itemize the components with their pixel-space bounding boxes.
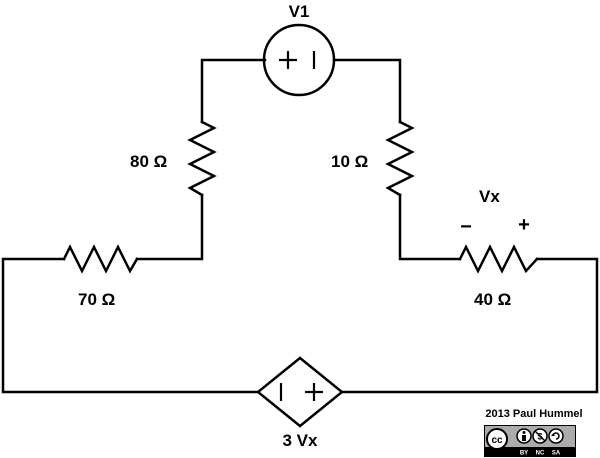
- wire-left-mid: [135, 193, 204, 261]
- by-text: BY: [520, 451, 528, 457]
- sa-icon: [548, 428, 564, 444]
- polarity-minus: −: [460, 216, 472, 238]
- plus-symbol: [305, 383, 323, 401]
- resistor-70-ohm: [62, 244, 139, 274]
- sa-text: SA: [552, 451, 561, 457]
- wire-right-loop: [340, 257, 599, 394]
- resistor-10-ohm: [385, 120, 415, 197]
- dependent-source-label: 3 Vx: [283, 431, 319, 450]
- cc-icon: cc: [486, 428, 508, 450]
- wire-left-loop: [1, 257, 260, 394]
- dependent-source-diamond: [256, 356, 344, 428]
- svg-text:cc: cc: [491, 435, 503, 446]
- voltage-source-circle: [262, 23, 336, 97]
- voltage-label-vx: Vx: [479, 187, 500, 206]
- resistor-label-80: 80 Ω: [130, 152, 167, 171]
- badge-bottom-strip: [485, 447, 575, 456]
- source-label-v1: V1: [289, 2, 310, 21]
- polarity-plus: +: [518, 214, 530, 236]
- voltage-source-v1: [262, 23, 336, 97]
- cc-license-badge[interactable]: cc $ BY NC SA: [484, 425, 576, 457]
- resistor-80-ohm: [187, 120, 217, 197]
- resistor-label-40: 40 Ω: [474, 290, 511, 309]
- wire-top-right: [332, 58, 402, 124]
- resistor-40-ohm: [458, 244, 539, 274]
- resistor-label-70: 70 Ω: [78, 290, 115, 309]
- nc-icon: $: [532, 428, 548, 444]
- credit-text: 2013 Paul Hummel: [485, 408, 583, 420]
- resistor-label-10: 10 Ω: [331, 152, 368, 171]
- plus-symbol: [279, 51, 297, 69]
- by-icon: [516, 428, 532, 444]
- dependent-voltage-source: [256, 356, 344, 428]
- wire-top-left: [200, 58, 267, 124]
- wire-right-mid: [398, 193, 462, 261]
- nc-text: NC: [536, 451, 545, 457]
- wires: [1, 58, 599, 394]
